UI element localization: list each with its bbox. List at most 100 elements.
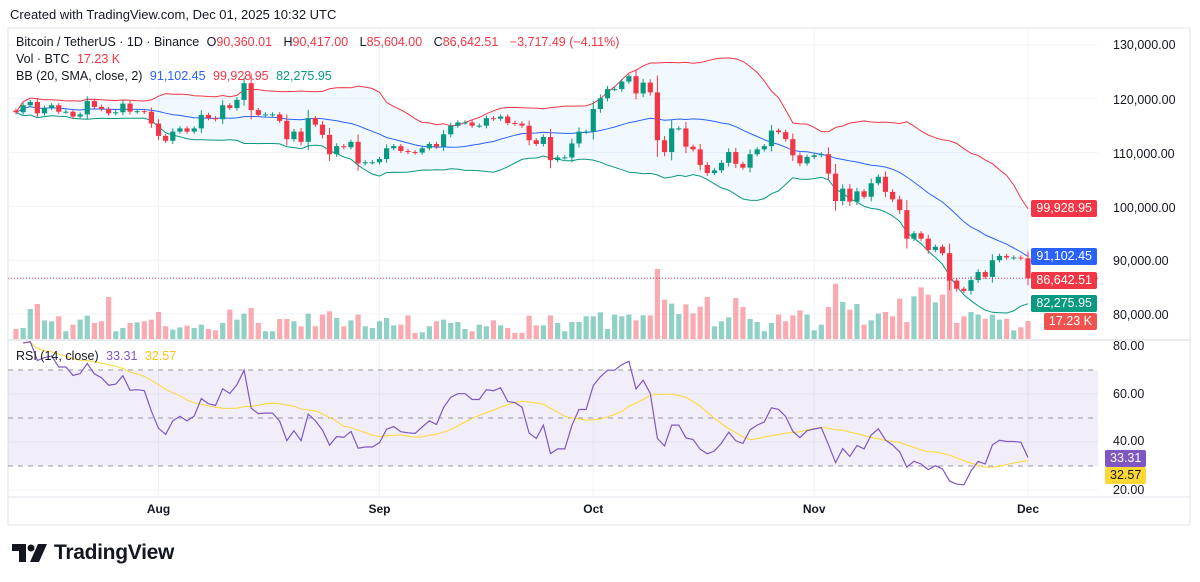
volume-legend: Vol · BTC 17.23 K [16,52,124,66]
volume-bar [811,330,817,339]
candle-body [163,135,169,141]
volume-bar [498,325,504,339]
volume-bar [861,324,867,339]
volume-bar [362,326,368,339]
volume-bar [526,315,532,339]
candle-body [505,116,511,124]
rsi-tick: 40.00 [1113,434,1145,448]
candle-body [205,114,212,119]
candle-body [996,255,1003,261]
candle-body [612,89,618,91]
volume-bar [412,332,418,339]
candle-body [106,109,112,114]
volume-bar [590,316,596,339]
candle-body [790,139,796,156]
volume-bar [448,322,454,339]
volume-bar [775,314,782,339]
candle-body [498,116,504,119]
candle-body [889,191,896,200]
candle-body [284,120,290,140]
candle-body [362,162,368,164]
volume-bar [640,315,646,339]
candle-body [376,159,383,163]
candle-body [640,82,646,94]
rsi-ma-line [23,341,1029,468]
candle-body [989,260,995,277]
candle-body [975,272,981,281]
candle-body [391,146,397,149]
candle-body [590,109,596,132]
volume-bar [13,329,19,339]
volume-bar [975,314,981,339]
candles [8,70,1098,295]
volume-bar [747,319,753,339]
volume-bar [768,322,775,339]
candle-body [526,125,532,141]
candle-body [797,155,803,164]
bb-lower-badge: 82,275.95 [1031,295,1097,312]
candle-body [234,99,240,108]
candle-body [747,154,753,168]
candle-body [533,140,539,144]
last-price-badge: 86,642.51 [1031,272,1097,289]
tradingview-logo[interactable]: TradingView [12,541,174,565]
candle-body [761,146,767,150]
volume-badge: 17.23 K [1043,313,1097,330]
candle-body [1011,257,1017,259]
candle-body [49,105,55,108]
volume-bar [626,314,632,339]
candle-body [490,118,497,120]
price-tick: 90,000.00 [1113,254,1169,268]
volume-bar [405,315,411,339]
candle-body [341,146,347,148]
rsi-value: 33.31 [106,349,138,363]
volume-bar [20,327,26,339]
candle-body [540,136,546,144]
volume-bar [391,325,397,339]
volume-bar [255,322,261,339]
candle-body [982,272,988,277]
candle-body [868,183,874,197]
candle-body [512,123,518,125]
volume-bar [383,317,390,339]
volume-bar [989,314,995,339]
volume-bar [661,299,668,339]
candle-body [939,246,946,254]
volume-bar [619,316,625,339]
volume-bar [148,319,155,339]
candle-body [840,188,846,202]
volume-bar [334,317,340,339]
candle-body [312,118,318,125]
volume-bar [483,326,489,339]
bb-lower-value: 82,275.95 [276,69,332,83]
volume-bar [177,327,183,339]
volume-bar [783,321,789,339]
volume-bar [34,304,40,339]
volume-bar [505,327,511,339]
volume-bar [925,294,931,339]
volume-bar [897,298,903,339]
volume-bar [982,318,988,339]
price-tick: 120,000.00 [1113,93,1176,107]
candle-body [84,100,90,115]
low-value: 85,604.00 [366,35,423,49]
volume-bar [56,316,62,339]
candle-body [954,280,960,289]
volume-bar [163,326,169,339]
candle-body [804,156,810,164]
time-tick: Aug [146,502,171,516]
volume-bar [654,269,661,339]
volume-bar [63,331,69,339]
candle-body [818,154,824,156]
candle-body [148,111,155,124]
volume-value: 17.23 K [76,52,121,66]
candle-body [184,128,190,132]
volume-bar [312,326,318,339]
close-value: 86,642.51 [442,35,499,49]
volume-bar [441,319,447,339]
time-tick: Oct [583,502,604,516]
volume-bar [398,324,404,339]
volume-bar [476,324,482,339]
volume-bar [269,331,276,339]
